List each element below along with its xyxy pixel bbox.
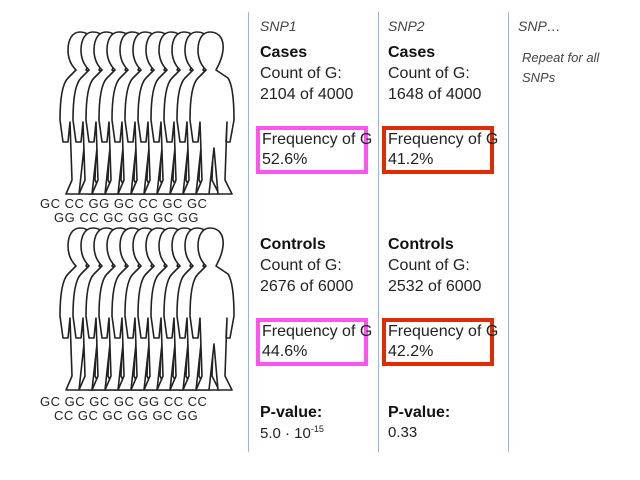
snp2-cases-label: Cases [388, 44, 436, 61]
snp2-cases-count-label: Count of G: [388, 65, 470, 82]
snp2-cases-count-value: 1648 of 4000 [388, 86, 482, 103]
snp1-controls-count-label: Count of G: [260, 257, 342, 274]
snp1-controls-frequency-box: Frequency of G 44.6% [256, 318, 372, 366]
column-divider-2 [378, 12, 379, 452]
cases-genotypes-row1: GC CC GG GC CC GC GC [40, 196, 208, 211]
snp1-pvalue-value: 5.0 · 10-15 [260, 424, 324, 442]
snp1-controls-frequency-label: Frequency of G [262, 323, 373, 340]
snp1-pvalue-label: P-value: [260, 404, 323, 421]
snp1-controls-frequency-value: 44.6% [262, 343, 308, 360]
cases-crowd-illustration [59, 31, 235, 195]
controls-genotypes-row1: GC GC GC GC GG CC CC [40, 394, 208, 409]
repeat-note-line2: SNPs [522, 70, 556, 85]
column-divider-3 [508, 12, 509, 452]
column-divider-1 [248, 12, 249, 452]
snp2-controls-count-label: Count of G: [388, 257, 470, 274]
snp1-pvalue-exponent: -15 [310, 424, 324, 434]
snp1-cases-count-value: 2104 of 4000 [260, 86, 354, 103]
snp2-pvalue-label: P-value: [388, 404, 451, 421]
snp2-controls-count-value: 2532 of 6000 [388, 278, 482, 295]
controls-crowd-illustration [59, 227, 235, 391]
snp1-cases-frequency-value: 52.6% [262, 151, 308, 168]
repeat-note-line1: Repeat for all [522, 50, 600, 65]
snp1-cases-label: Cases [260, 44, 308, 61]
snp1-controls-count-value: 2676 of 6000 [260, 278, 354, 295]
person-silhouette-icon [189, 227, 235, 391]
snp2-header: SNP2 [388, 18, 425, 34]
snp2-controls-frequency-box: Frequency of G 42.2% [382, 318, 498, 366]
snp1-pvalue-mantissa: 5.0 · 10 [260, 425, 311, 442]
snp2-controls-frequency-value: 42.2% [388, 343, 434, 360]
snp2-controls-label: Controls [388, 236, 454, 253]
snp1-header: SNP1 [260, 18, 297, 34]
snp1-cases-frequency-box: Frequency of G 52.6% [256, 126, 372, 174]
snp-more-header: SNP… [518, 18, 561, 34]
snp2-controls-frequency-label: Frequency of G [388, 323, 499, 340]
cases-genotypes-row2: GG CC GC GG GC GG [54, 210, 200, 225]
snp2-cases-frequency-label: Frequency of G [388, 131, 499, 148]
person-silhouette-icon [189, 31, 235, 195]
snp1-cases-frequency-label: Frequency of G [262, 131, 373, 148]
snp2-cases-frequency-value: 41.2% [388, 151, 434, 168]
snp1-controls-label: Controls [260, 236, 326, 253]
snp1-cases-count-label: Count of G: [260, 65, 342, 82]
controls-genotypes-row2: CC GC GC GG GC GG [54, 408, 199, 423]
snp2-cases-frequency-box: Frequency of G 41.2% [382, 126, 498, 174]
snp2-pvalue-value: 0.33 [388, 424, 418, 441]
